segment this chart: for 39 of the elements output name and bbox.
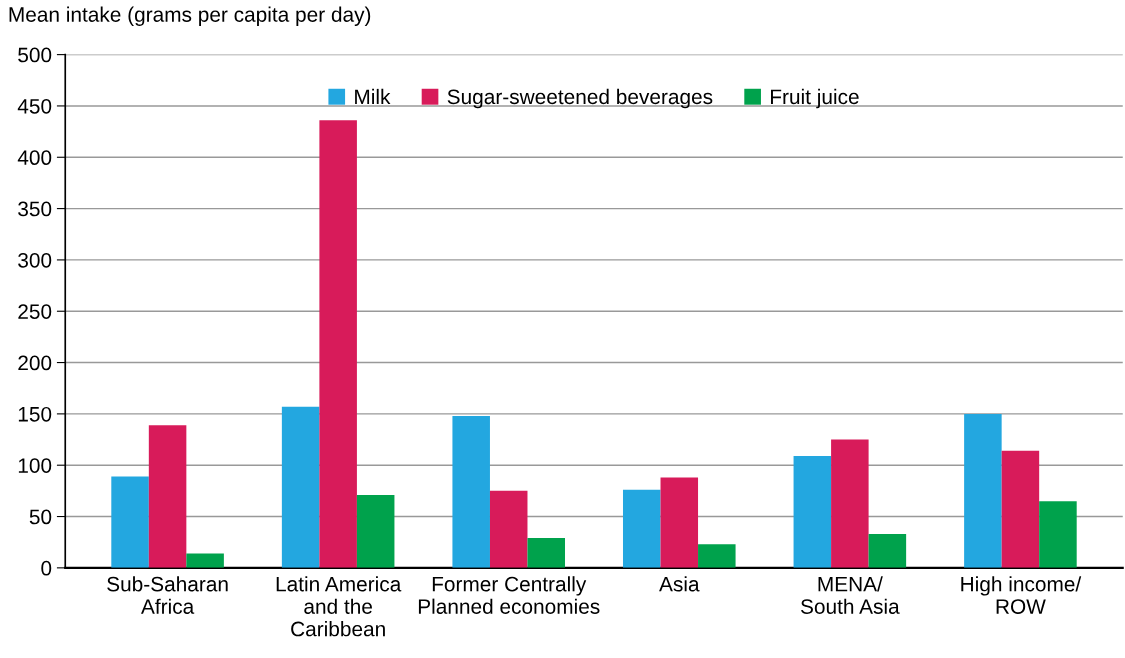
bar [281, 406, 320, 568]
x-tick-label: Asia [659, 576, 700, 592]
x-tick-label: Sub-Saharan Africa [107, 576, 228, 614]
y-tick-label: 50 [29, 509, 52, 525]
bar [1001, 450, 1040, 568]
y-tick-label: 250 [18, 304, 52, 319]
legend-label: Fruit juice [771, 88, 859, 109]
x-tick-label: MENA/ South Asia [800, 576, 900, 614]
x-tick-label: Former Centrally Planned economies [418, 576, 600, 614]
bar [489, 490, 528, 568]
bar [452, 415, 490, 568]
y-tick-label: 400 [17, 150, 52, 166]
y-tick-label: 300 [18, 252, 52, 268]
bar [1039, 501, 1077, 568]
y-axis-title: Mean intake (grams per capita per day) [9, 6, 371, 26]
bar [964, 413, 1002, 568]
y-tick-label: 450 [17, 98, 52, 114]
x-tick-label: Latin America and the Caribbean [276, 576, 402, 637]
y-tick-label: 100 [18, 458, 52, 473]
bar [186, 553, 224, 568]
bar [831, 439, 869, 568]
bar [793, 455, 832, 568]
bar [319, 120, 357, 568]
bar [623, 489, 661, 568]
bar [698, 544, 736, 568]
bar [111, 476, 149, 568]
y-tick-label: 500 [18, 47, 52, 63]
bar [356, 494, 395, 568]
bar [660, 477, 699, 568]
bar [148, 425, 187, 568]
y-tick-label: 350 [18, 201, 52, 217]
bar [868, 533, 907, 568]
legend-label: Sugar-sweetened beverages [447, 88, 713, 109]
bar [527, 538, 565, 568]
y-tick-label: 200 [18, 355, 52, 371]
y-tick-label: 0 [41, 560, 52, 576]
x-tick-label: High income/ ROW [961, 576, 1082, 614]
legend-label: Milk [355, 88, 391, 104]
y-tick-label: 150 [18, 406, 52, 422]
